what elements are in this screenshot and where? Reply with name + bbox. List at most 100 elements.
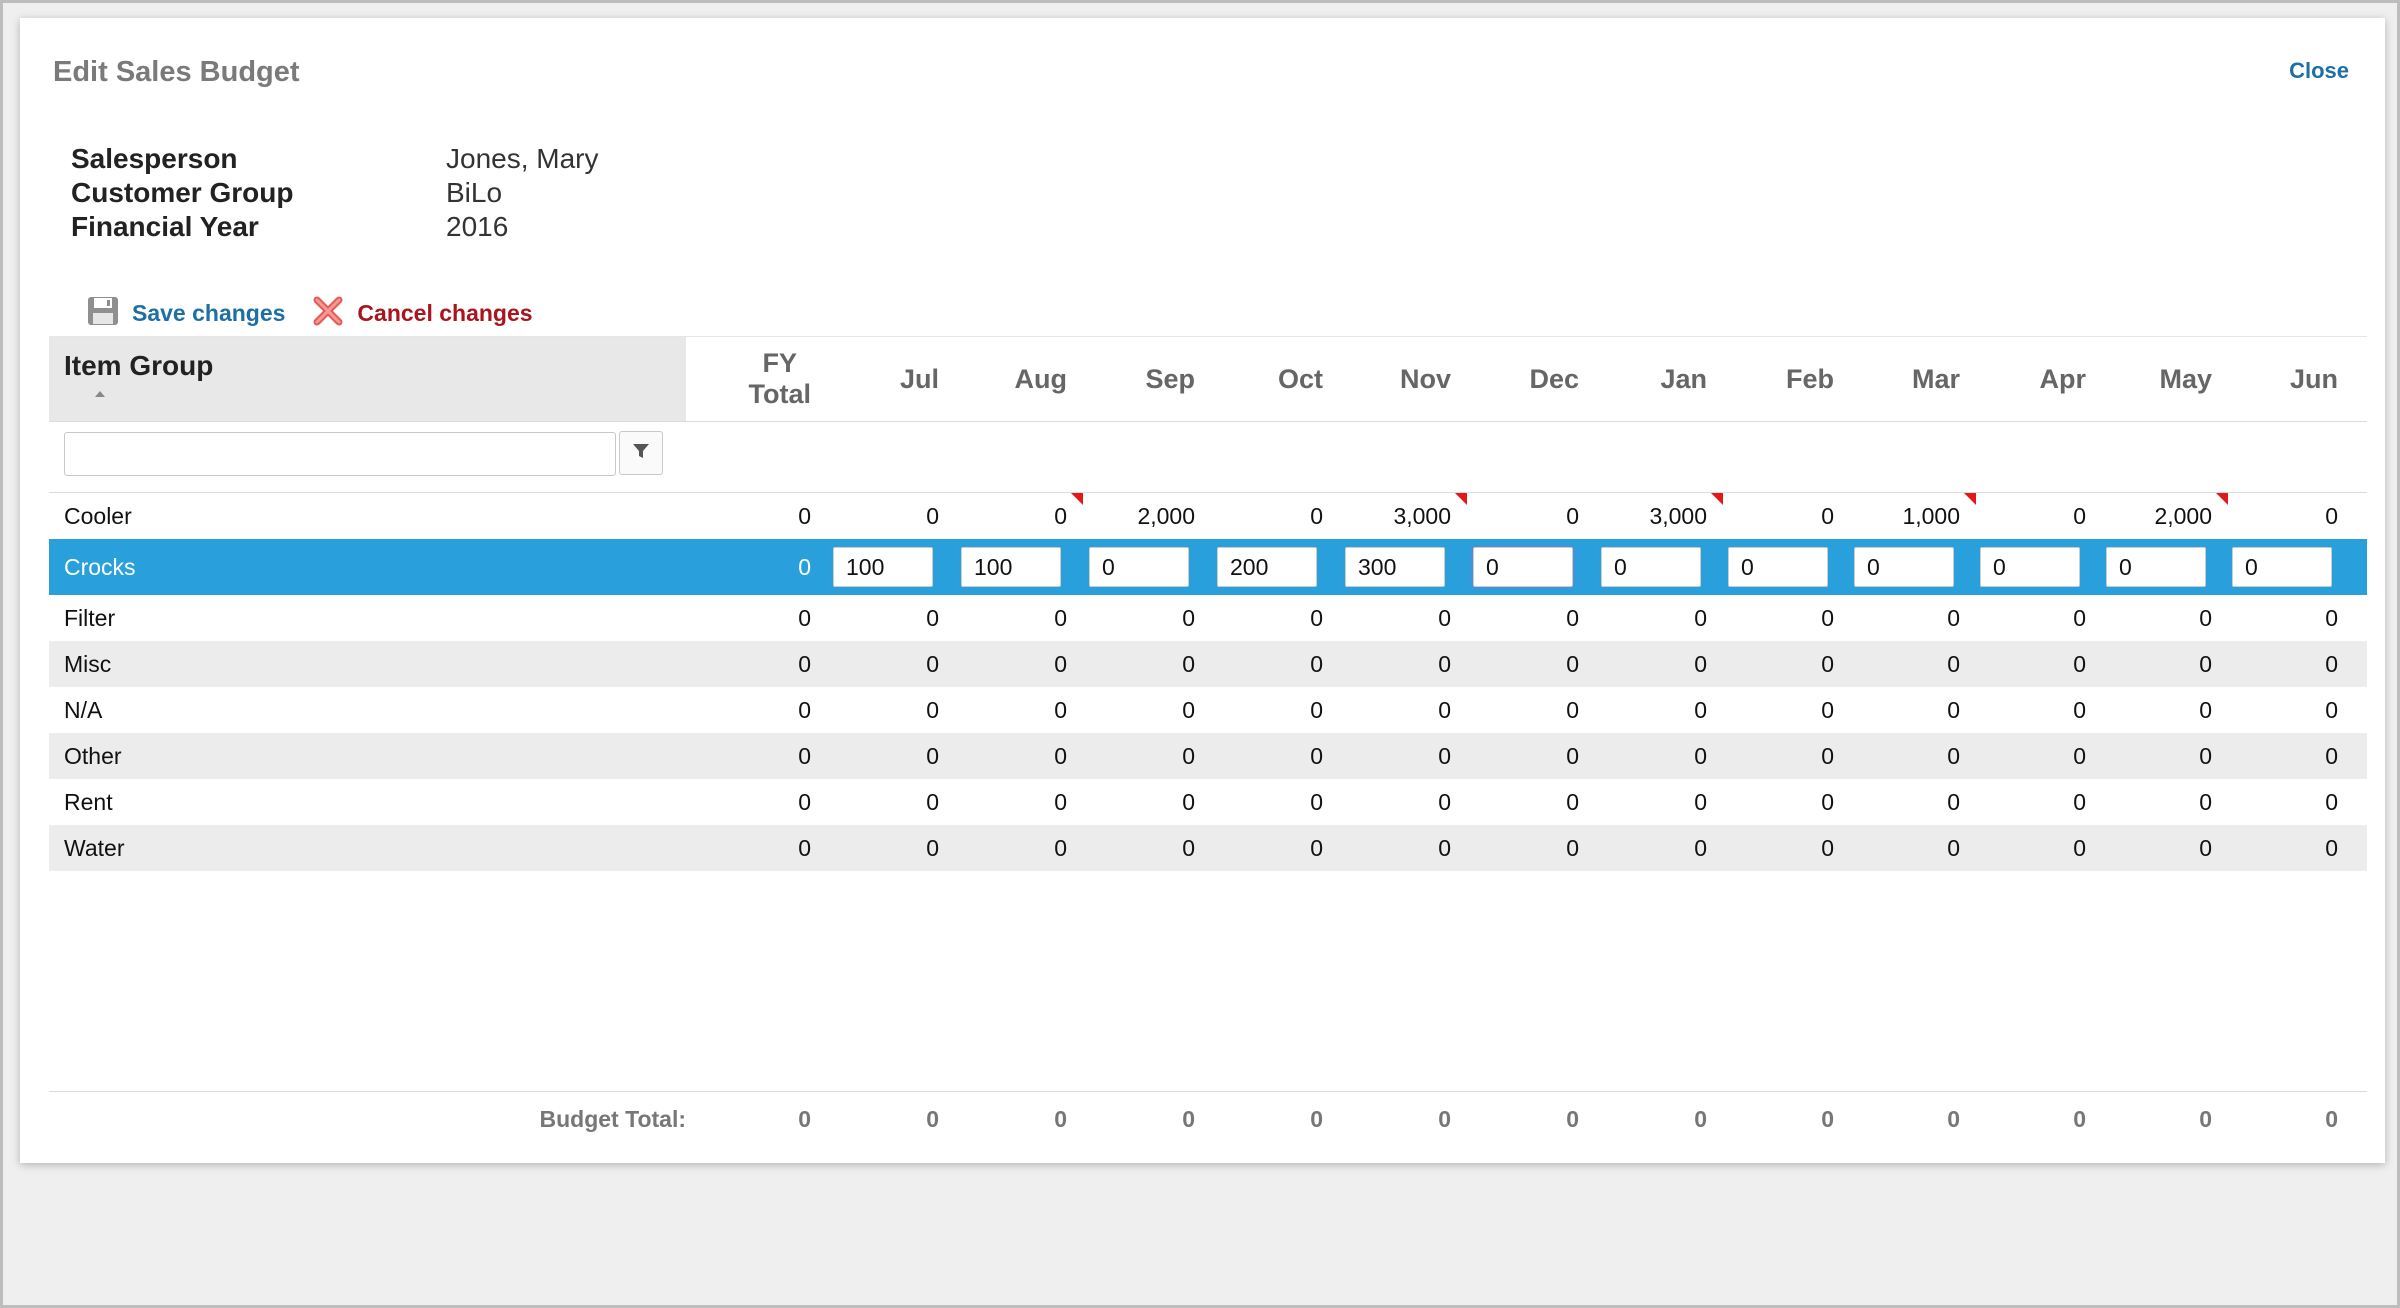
budget-value-input[interactable] <box>1089 547 1189 587</box>
budget-value-cell[interactable]: 0 <box>1694 696 1707 723</box>
column-header-feb[interactable]: Feb <box>1785 363 1834 394</box>
budget-value-cell[interactable]: 0 <box>926 650 939 677</box>
budget-value-cell[interactable]: 0 <box>926 604 939 631</box>
budget-value-input[interactable] <box>1980 547 2080 587</box>
budget-value-cell[interactable]: 0 <box>1310 696 1323 723</box>
budget-value-cell[interactable]: 1,000 <box>1902 502 1960 529</box>
budget-value-cell[interactable]: 2,000 <box>1137 502 1195 529</box>
budget-value-cell[interactable]: 0 <box>1310 650 1323 677</box>
budget-value-input[interactable] <box>1728 547 1828 587</box>
column-header-jul[interactable]: Jul <box>899 363 939 394</box>
budget-value-cell[interactable]: 0 <box>1947 788 1960 815</box>
budget-value-cell[interactable]: 0 <box>2073 834 2086 861</box>
budget-value-cell[interactable]: 0 <box>2325 742 2338 769</box>
budget-value-input[interactable] <box>2232 547 2332 587</box>
column-header-fy-total[interactable]: FY Total <box>681 337 812 421</box>
table-row[interactable]: N/A 0 0 0 0 0 0 0 0 0 0 0 0 0 <box>49 687 2367 733</box>
budget-value-cell[interactable]: 0 <box>1310 788 1323 815</box>
budget-value-cell[interactable]: 0 <box>1182 650 1195 677</box>
column-header-dec[interactable]: Dec <box>1529 363 1579 394</box>
table-row[interactable]: Water 0 0 0 0 0 0 0 0 0 0 0 0 0 <box>49 825 2367 871</box>
budget-value-cell[interactable]: 0 <box>1054 604 1067 631</box>
budget-value-cell[interactable]: 0 <box>2073 742 2086 769</box>
column-header-may[interactable]: May <box>2159 363 2212 394</box>
budget-value-cell[interactable]: 0 <box>1182 604 1195 631</box>
budget-value-cell[interactable]: 0 <box>926 502 939 529</box>
budget-value-cell[interactable]: 0 <box>1821 604 1834 631</box>
budget-value-cell[interactable]: 0 <box>926 696 939 723</box>
budget-value-cell[interactable]: 0 <box>2073 696 2086 723</box>
budget-value-cell[interactable]: 0 <box>1054 502 1067 529</box>
table-row[interactable]: Rent 0 0 0 0 0 0 0 0 0 0 0 0 0 <box>49 779 2367 825</box>
close-link[interactable]: Close <box>2289 58 2349 83</box>
budget-value-cell[interactable]: 0 <box>2199 788 2212 815</box>
item-group-filter-input[interactable] <box>64 432 616 476</box>
budget-value-input[interactable] <box>2106 547 2206 587</box>
budget-value-cell[interactable]: 0 <box>1821 788 1834 815</box>
budget-value-cell[interactable]: 0 <box>2325 650 2338 677</box>
budget-value-cell[interactable]: 0 <box>1438 604 1451 631</box>
table-row[interactable]: Filter 0 0 0 0 0 0 0 0 0 0 0 0 0 <box>49 595 2367 641</box>
budget-value-cell[interactable]: 0 <box>1438 788 1451 815</box>
budget-value-cell[interactable]: 2,000 <box>2154 502 2212 529</box>
column-header-oct[interactable]: Oct <box>1277 363 1323 394</box>
budget-value-cell[interactable]: 0 <box>1438 650 1451 677</box>
table-row[interactable]: Cooler 0 0 0 2,000 0 3,000 0 3,000 0 1,000 0 2,000 0 <box>49 493 2367 539</box>
budget-value-cell[interactable]: 0 <box>926 788 939 815</box>
budget-value-cell[interactable]: 0 <box>1566 788 1579 815</box>
budget-value-cell[interactable]: 0 <box>1694 742 1707 769</box>
column-header-aug[interactable]: Aug <box>1014 363 1067 394</box>
budget-value-cell[interactable]: 0 <box>1054 834 1067 861</box>
budget-value-cell[interactable]: 0 <box>1054 742 1067 769</box>
budget-value-cell[interactable]: 0 <box>1821 742 1834 769</box>
budget-value-cell[interactable]: 0 <box>1821 834 1834 861</box>
column-header-nov[interactable]: Nov <box>1399 363 1451 394</box>
budget-value-cell[interactable]: 0 <box>1182 742 1195 769</box>
budget-value-cell[interactable]: 0 <box>2199 742 2212 769</box>
budget-value-cell[interactable]: 0 <box>1310 834 1323 861</box>
budget-value-cell[interactable]: 0 <box>2073 604 2086 631</box>
budget-value-cell[interactable]: 0 <box>2199 696 2212 723</box>
budget-value-cell[interactable]: 0 <box>2325 502 2338 529</box>
budget-value-input[interactable] <box>1601 547 1701 587</box>
budget-value-cell[interactable]: 0 <box>1182 696 1195 723</box>
budget-value-cell[interactable]: 0 <box>1821 502 1834 529</box>
budget-value-cell[interactable]: 0 <box>1566 696 1579 723</box>
budget-value-cell[interactable]: 0 <box>1566 502 1579 529</box>
column-header-item-group[interactable]: Item Group <box>49 337 686 421</box>
column-header-mar[interactable]: Mar <box>1911 363 1960 394</box>
budget-value-cell[interactable]: 0 <box>1947 742 1960 769</box>
budget-value-cell[interactable]: 0 <box>1438 742 1451 769</box>
budget-value-cell[interactable]: 0 <box>1694 834 1707 861</box>
budget-value-cell[interactable]: 0 <box>926 834 939 861</box>
budget-value-cell[interactable]: 0 <box>2199 604 2212 631</box>
budget-value-input[interactable] <box>1217 547 1317 587</box>
column-header-sep[interactable]: Sep <box>1145 363 1195 394</box>
budget-value-cell[interactable]: 0 <box>1054 650 1067 677</box>
budget-value-cell[interactable]: 0 <box>1821 650 1834 677</box>
budget-value-cell[interactable]: 0 <box>1566 650 1579 677</box>
budget-value-cell[interactable]: 0 <box>1947 696 1960 723</box>
budget-value-cell[interactable]: 3,000 <box>1649 502 1707 529</box>
budget-value-cell[interactable]: 0 <box>1438 696 1451 723</box>
budget-value-cell[interactable]: 0 <box>1310 604 1323 631</box>
save-changes-button[interactable]: Save changes <box>86 295 285 332</box>
budget-value-cell[interactable]: 0 <box>1054 696 1067 723</box>
budget-value-cell[interactable]: 0 <box>2325 834 2338 861</box>
budget-value-cell[interactable]: 0 <box>1182 788 1195 815</box>
budget-value-cell[interactable]: 0 <box>1310 742 1323 769</box>
budget-value-cell[interactable]: 0 <box>1310 502 1323 529</box>
budget-value-input[interactable] <box>833 547 933 587</box>
column-header-jan[interactable]: Jan <box>1660 363 1707 394</box>
budget-value-cell[interactable]: 0 <box>1054 788 1067 815</box>
budget-value-cell[interactable]: 0 <box>2073 650 2086 677</box>
budget-value-cell[interactable]: 0 <box>1566 834 1579 861</box>
budget-value-cell[interactable]: 0 <box>2325 696 2338 723</box>
budget-value-cell[interactable]: 0 <box>1947 604 1960 631</box>
budget-value-cell[interactable]: 0 <box>1947 834 1960 861</box>
budget-value-cell[interactable]: 0 <box>1566 742 1579 769</box>
budget-value-cell[interactable]: 0 <box>1694 650 1707 677</box>
column-header-jun[interactable]: Jun <box>2289 363 2338 394</box>
table-row[interactable]: Other 0 0 0 0 0 0 0 0 0 0 0 0 0 <box>49 733 2367 779</box>
budget-value-cell[interactable]: 0 <box>2073 502 2086 529</box>
